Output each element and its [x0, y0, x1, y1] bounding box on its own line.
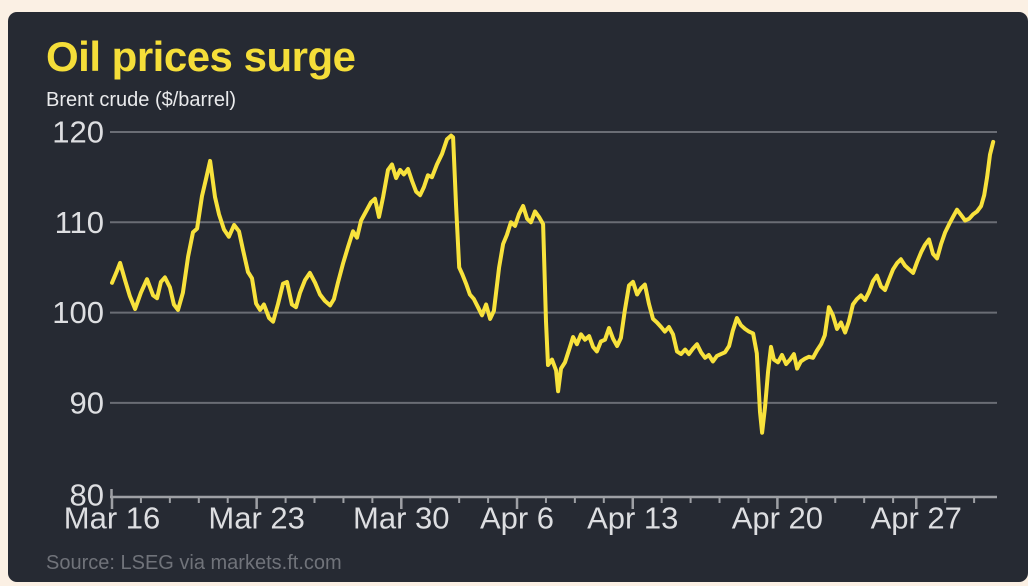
chart-title: Oil prices surge [46, 33, 356, 80]
source-credit: Source: LSEG via markets.ft.com [46, 552, 342, 574]
chart-subtitle: Brent crude ($/barrel) [46, 89, 237, 111]
